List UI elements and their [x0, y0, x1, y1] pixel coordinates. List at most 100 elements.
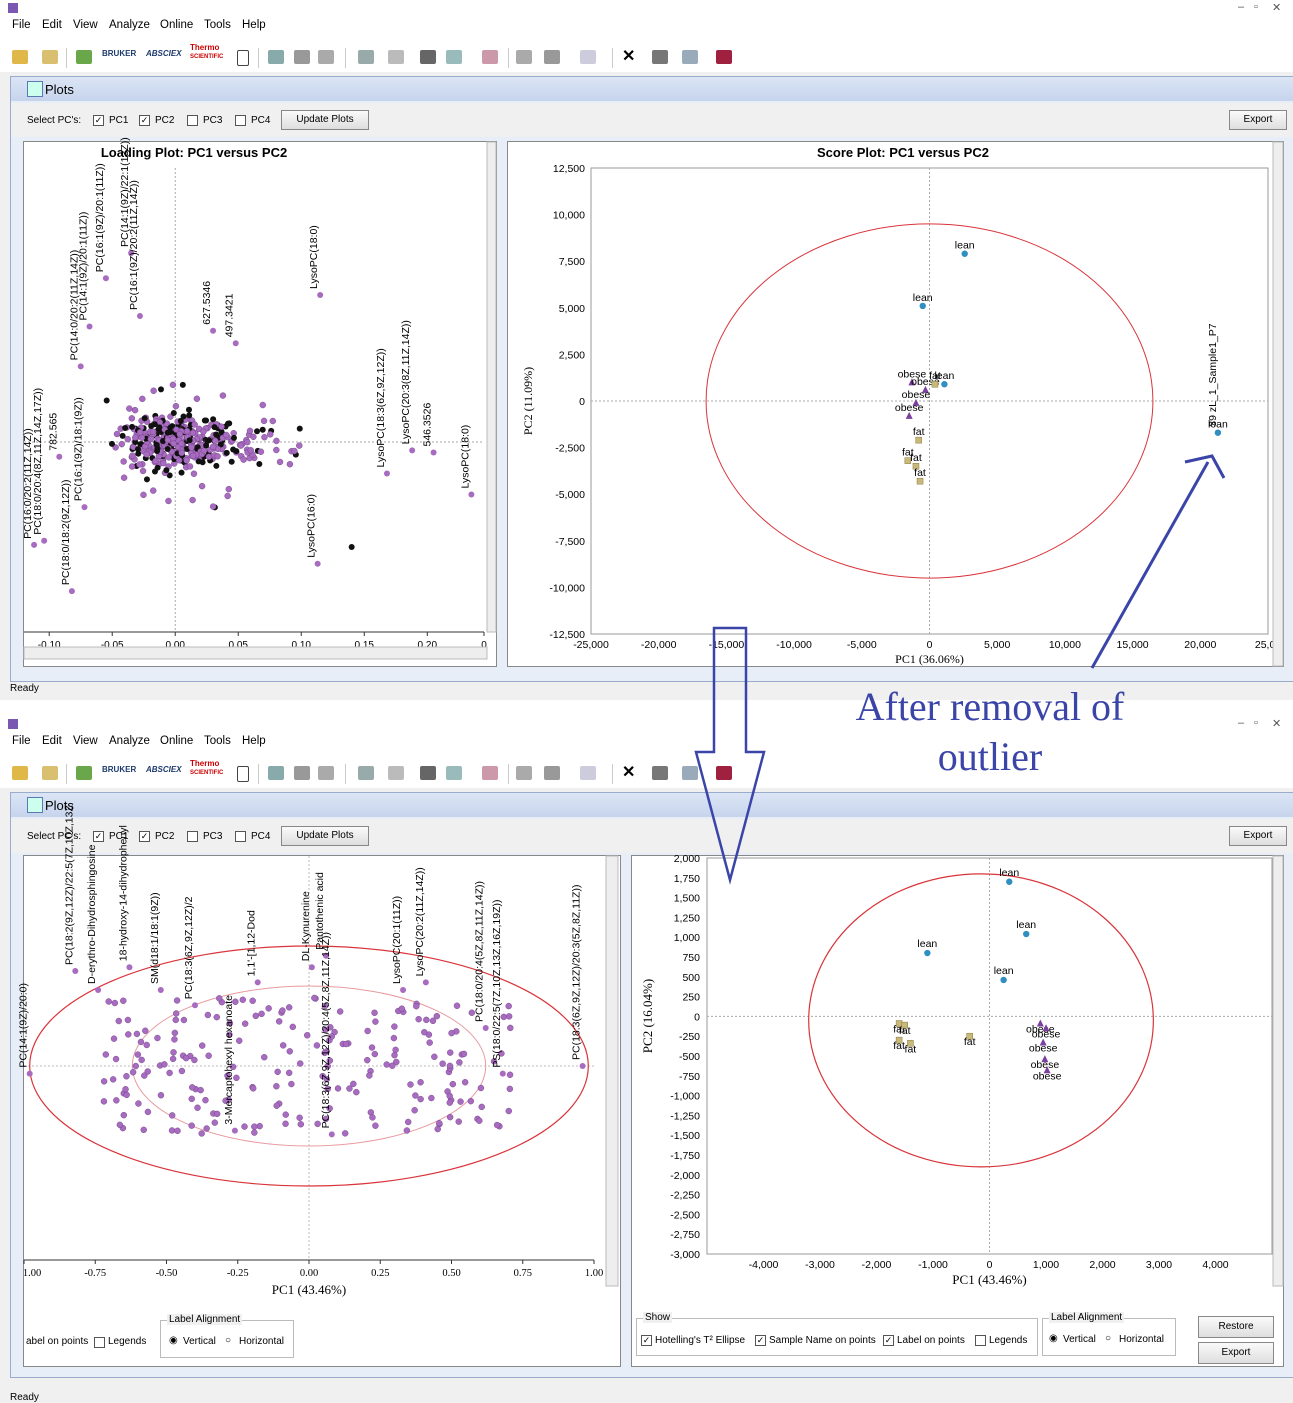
y-tick-label: 1,500 [674, 893, 700, 905]
htp-icon[interactable] [516, 50, 532, 64]
spectrum-icon[interactable] [358, 50, 374, 64]
menu-edit[interactable]: Edit [42, 735, 62, 747]
maximize-button[interactable]: ▫ [1254, 717, 1258, 729]
bars-icon[interactable] [420, 50, 436, 64]
menu-tools[interactable]: Tools [204, 735, 231, 747]
peak-m2-icon[interactable] [318, 50, 334, 64]
vertical-radio[interactable]: ◉ [1049, 1333, 1058, 1344]
close-button[interactable]: ✕ [1272, 2, 1282, 14]
pc3-checkbox[interactable] [187, 831, 198, 842]
new-document-icon[interactable] [237, 50, 249, 66]
label-on-points-checkbox[interactable]: ✓ [883, 1335, 894, 1346]
menu-online[interactable]: Online [160, 735, 194, 747]
menu-file[interactable]: File [12, 19, 31, 31]
spectrum-icon[interactable] [358, 766, 374, 780]
absciex-icon[interactable]: ABSCIEX [146, 765, 182, 774]
menu-help[interactable]: Help [242, 735, 266, 747]
pc1-checkbox[interactable]: ✓ [93, 831, 104, 842]
export-plot-button[interactable]: Export [1198, 1342, 1274, 1364]
msms-icon[interactable] [388, 50, 404, 64]
loading-point [409, 447, 416, 454]
export-button[interactable]: Export [1229, 110, 1287, 130]
pc3-checkbox[interactable] [187, 115, 198, 126]
hm-dropdown-icon[interactable] [544, 50, 560, 64]
pc1-checkbox[interactable]: ✓ [93, 115, 104, 126]
legends-checkbox[interactable] [975, 1335, 986, 1346]
import-icon[interactable] [76, 766, 92, 780]
heatmap-icon[interactable] [482, 50, 498, 64]
pc4-checkbox[interactable] [235, 115, 246, 126]
new-document-icon[interactable] [237, 766, 249, 782]
thermo-scientific-icon[interactable]: Thermo SCIENTIFIC [190, 760, 223, 777]
pc4-checkbox[interactable] [235, 831, 246, 842]
maximize-button[interactable]: ▫ [1254, 1, 1258, 13]
cross-dropdown-icon[interactable]: ✕ [622, 764, 636, 781]
restore-button[interactable]: Restore [1198, 1316, 1274, 1338]
loading-point [311, 994, 318, 1002]
htp-icon[interactable] [516, 766, 532, 780]
update-plots-button[interactable]: Update Plots [281, 826, 369, 846]
label-on-points-checkbox-cut[interactable]: abel on points [26, 1336, 88, 1347]
menu-analyze[interactable]: Analyze [109, 19, 150, 31]
hotellings-checkbox[interactable]: ✓ [641, 1335, 652, 1346]
pathway-icon[interactable] [682, 766, 698, 780]
legends-checkbox[interactable] [94, 1337, 105, 1348]
menu-edit[interactable]: Edit [42, 19, 62, 31]
horizontal-radio[interactable]: ○ [1105, 1333, 1112, 1344]
import-icon[interactable] [76, 50, 92, 64]
msms-icon[interactable] [388, 766, 404, 780]
heatmap-icon[interactable] [482, 766, 498, 780]
open-folder-icon[interactable] [12, 50, 28, 64]
htp-star-icon[interactable] [580, 50, 596, 64]
peak-icon[interactable] [294, 766, 310, 780]
menu-analyze[interactable]: Analyze [109, 735, 150, 747]
loading-point [439, 1060, 446, 1067]
pathway-icon[interactable] [682, 50, 698, 64]
peak-m2-icon[interactable] [318, 766, 334, 780]
bars-icon[interactable] [420, 766, 436, 780]
horizontal-radio[interactable]: ○ [225, 1335, 232, 1346]
htp-star-icon[interactable] [580, 766, 596, 780]
align-icon[interactable] [268, 766, 284, 780]
chart-dropdown-icon[interactable] [446, 766, 462, 780]
sample-name-checkbox[interactable]: ✓ [755, 1335, 766, 1346]
absciex-icon[interactable]: ABSCIEX [146, 49, 182, 58]
statistics-icon[interactable] [652, 766, 668, 780]
loading-point [214, 453, 221, 460]
minimize-button[interactable]: – [1238, 1, 1245, 13]
loading-point [100, 1098, 108, 1105]
loading-point [213, 1013, 220, 1021]
pc2-checkbox[interactable]: ✓ [139, 831, 150, 842]
pc2-checkbox[interactable]: ✓ [139, 115, 150, 126]
menu-view[interactable]: View [73, 735, 98, 747]
loading-plot-title: Loading Plot: PC1 versus PC2 [101, 145, 287, 160]
menu-view[interactable]: View [73, 19, 98, 31]
cross-dropdown-icon[interactable]: ✕ [622, 48, 636, 65]
book-icon[interactable] [716, 766, 732, 780]
close-button[interactable]: ✕ [1272, 718, 1282, 730]
point-label: lean [934, 370, 954, 382]
hm-dropdown-icon[interactable] [544, 766, 560, 780]
chart-dropdown-icon[interactable] [446, 50, 462, 64]
open-file-icon[interactable] [42, 766, 58, 780]
thermo-scientific-icon[interactable]: Thermo SCIENTIFIC [190, 44, 223, 61]
bruker-icon[interactable]: BRUKER [102, 49, 137, 58]
align-icon[interactable] [268, 50, 284, 64]
menu-online[interactable]: Online [160, 19, 194, 31]
point-label: lean [955, 240, 975, 252]
open-folder-icon[interactable] [12, 766, 28, 780]
menu-tools[interactable]: Tools [204, 19, 231, 31]
book-icon[interactable] [716, 50, 732, 64]
bruker-icon[interactable]: BRUKER [102, 765, 137, 774]
menu-help[interactable]: Help [242, 19, 266, 31]
export-button[interactable]: Export [1229, 826, 1287, 846]
update-plots-button[interactable]: Update Plots [281, 110, 369, 130]
peak-icon[interactable] [294, 50, 310, 64]
vertical-radio[interactable]: ◉ [169, 1335, 178, 1346]
x-tick-label: 4,000 [1202, 1259, 1228, 1271]
minimize-button[interactable]: – [1238, 717, 1245, 729]
open-file-icon[interactable] [42, 50, 58, 64]
menu-file[interactable]: File [12, 735, 31, 747]
statistics-icon[interactable] [652, 50, 668, 64]
loading-point [128, 415, 136, 422]
